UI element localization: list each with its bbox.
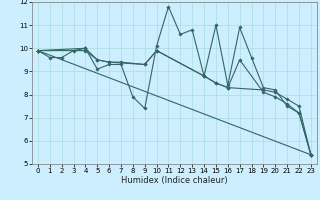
X-axis label: Humidex (Indice chaleur): Humidex (Indice chaleur) (121, 176, 228, 185)
